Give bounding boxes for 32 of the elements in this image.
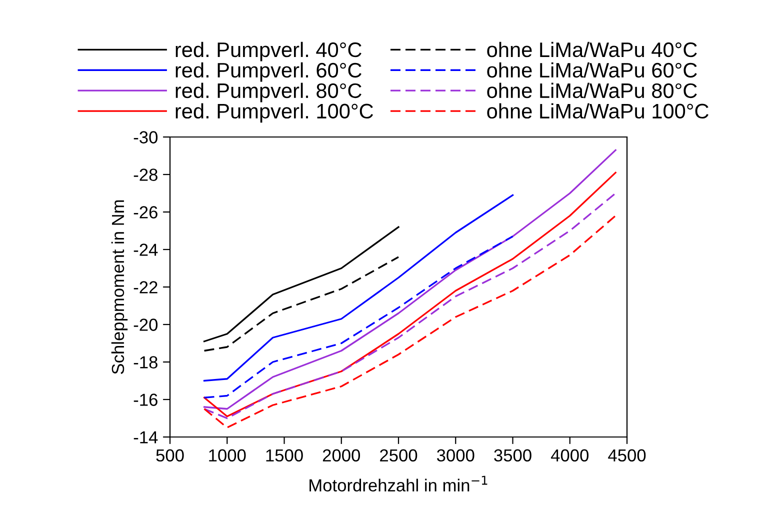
y-axis-title: Schleppmoment in Nm — [111, 200, 128, 374]
x-tick-label: 3000 — [436, 449, 474, 462]
x-tick-label: 1500 — [266, 449, 303, 462]
line-series — [203, 236, 514, 398]
legend-label: ohne LiMa/WaPu 60°C — [487, 62, 697, 78]
legend-label: red. Pumpverl. 80°C — [176, 82, 362, 102]
y-tick-label: -16 — [134, 394, 158, 406]
x-tick-label: 4500 — [608, 449, 646, 462]
y-tick-label: -22 — [134, 281, 158, 294]
line-series — [203, 194, 514, 382]
legend-label: red. Pumpverl. 60°C — [176, 62, 362, 82]
legend-label: ohne LiMa/WaPu 100°C — [487, 103, 708, 119]
y-tick-label: -14 — [134, 431, 158, 444]
x-tick-label: 1000 — [209, 449, 246, 462]
y-tick-label: -20 — [134, 318, 158, 331]
y-tick-label: -26 — [134, 206, 158, 218]
legend-label: ohne LiMa/WaPu 80°C — [487, 82, 697, 98]
x-tick-label: 3500 — [494, 449, 532, 462]
line-series — [203, 256, 400, 352]
y-tick-label: -28 — [134, 168, 158, 181]
legend-label: ohne LiMa/WaPu 40°C — [487, 42, 697, 58]
line-series — [203, 226, 400, 342]
x-tick-label: 2000 — [322, 449, 360, 462]
y-tick-label: -18 — [134, 356, 158, 368]
legend-label: red. Pumpverl. 100°C — [176, 103, 374, 123]
y-tick-label: -24 — [134, 244, 158, 256]
legend-label: red. Pumpverl. 40°C — [176, 42, 362, 62]
x-tick-label: 500 — [156, 449, 184, 462]
x-tick-label: 4000 — [550, 449, 589, 462]
y-tick-label: -30 — [134, 131, 158, 144]
x-tick-label: 2500 — [380, 449, 418, 462]
x-axis-title: Motordrehzahl in min$^{−1}$ — [310, 476, 488, 492]
